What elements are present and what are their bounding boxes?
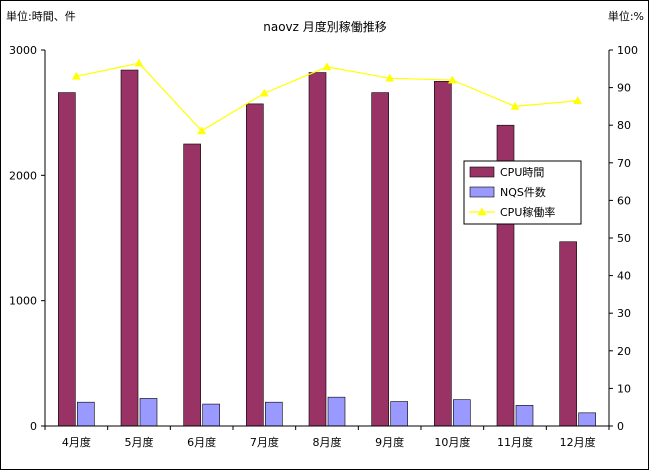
x-tick-label: 5月度 — [125, 435, 154, 449]
marker-cpu-rate-1 — [71, 71, 81, 80]
bar-cpu-1 — [58, 92, 76, 427]
legend: CPU時間 NQS件数 CPU稼働率 — [463, 160, 582, 225]
y-left-tick-label: 2000 — [9, 169, 37, 182]
bar-cpu-5 — [308, 72, 327, 427]
y-right-tick-label: 20 — [617, 345, 631, 358]
y-left-tick-label: 1000 — [9, 295, 37, 308]
y-right-tick-label: 0 — [617, 420, 624, 433]
bar-nqs-3 — [202, 403, 220, 427]
y-right-tick-label: 10 — [617, 382, 631, 395]
bar-nqs-6 — [390, 401, 408, 427]
marker-cpu-rate-2 — [134, 58, 144, 67]
legend-label-3: CPU稼働率 — [500, 205, 555, 219]
x-tick-label: 8月度 — [313, 435, 342, 449]
marker-cpu-rate-5 — [322, 62, 332, 71]
legend-swatch-2 — [469, 186, 495, 198]
x-tick-label: 11月度 — [497, 435, 533, 449]
x-tick-label: 6月度 — [187, 435, 216, 449]
marker-cpu-rate-3 — [197, 126, 207, 135]
bar-nqs-2 — [139, 398, 158, 427]
y-right-tick-label: 50 — [617, 232, 631, 245]
plot-background — [45, 50, 609, 426]
plot-area: 0 1000 2000 3000 0 10 20 30 40 50 60 70 80 90 100 4月度 5月… — [9, 44, 638, 449]
bar-cpu-9 — [559, 241, 577, 427]
bar-nqs-7 — [453, 399, 471, 427]
bar-cpu-7 — [434, 81, 452, 427]
marker-cpu-rate-9 — [573, 96, 583, 105]
bar-cpu-2 — [120, 69, 139, 427]
bar-nqs-5 — [327, 396, 346, 427]
x-tick-label: 10月度 — [434, 435, 470, 449]
marker-cpu-rate-6 — [385, 73, 395, 82]
y-right-tick-label: 80 — [617, 119, 631, 132]
legend-swatch-1 — [469, 166, 495, 178]
y-right-tick-label: 60 — [617, 194, 631, 207]
legend-label-1: CPU時間 — [500, 166, 544, 179]
y-right-tick-label: 40 — [617, 270, 631, 283]
bar-nqs-1 — [77, 401, 95, 427]
bar-nqs-8 — [515, 405, 534, 427]
bar-nqs-4 — [265, 401, 283, 427]
y-left-tick-label: 3000 — [9, 44, 37, 57]
legend-label-2: NQS件数 — [500, 186, 546, 199]
x-tick-label: 12月度 — [560, 435, 596, 449]
bar-cpu-4 — [246, 103, 264, 427]
left-unit-label: 単位:時間、件 — [6, 9, 76, 23]
bar-cpu-3 — [183, 143, 201, 427]
y-right-tick-label: 90 — [617, 82, 631, 95]
y-right-tick-label: 100 — [617, 44, 638, 57]
marker-cpu-rate-7 — [447, 75, 457, 84]
y-right-tick-label: 30 — [617, 307, 631, 320]
x-tick-label: 9月度 — [375, 435, 404, 449]
x-tick-label: 7月度 — [250, 435, 279, 449]
chart-title: naovz 月度別稼働推移 — [263, 19, 387, 34]
bar-cpu-6 — [371, 92, 389, 427]
bar-nqs-9 — [578, 412, 596, 427]
x-tick-label: 4月度 — [62, 435, 91, 449]
right-unit-label: 単位:% — [608, 9, 644, 23]
y-right-tick-label: 70 — [617, 157, 631, 170]
marker-cpu-rate-4 — [259, 88, 269, 97]
marker-cpu-rate-8 — [510, 101, 520, 110]
legend-swatch-marker — [477, 207, 487, 216]
y-left-tick-label: 0 — [30, 420, 37, 433]
